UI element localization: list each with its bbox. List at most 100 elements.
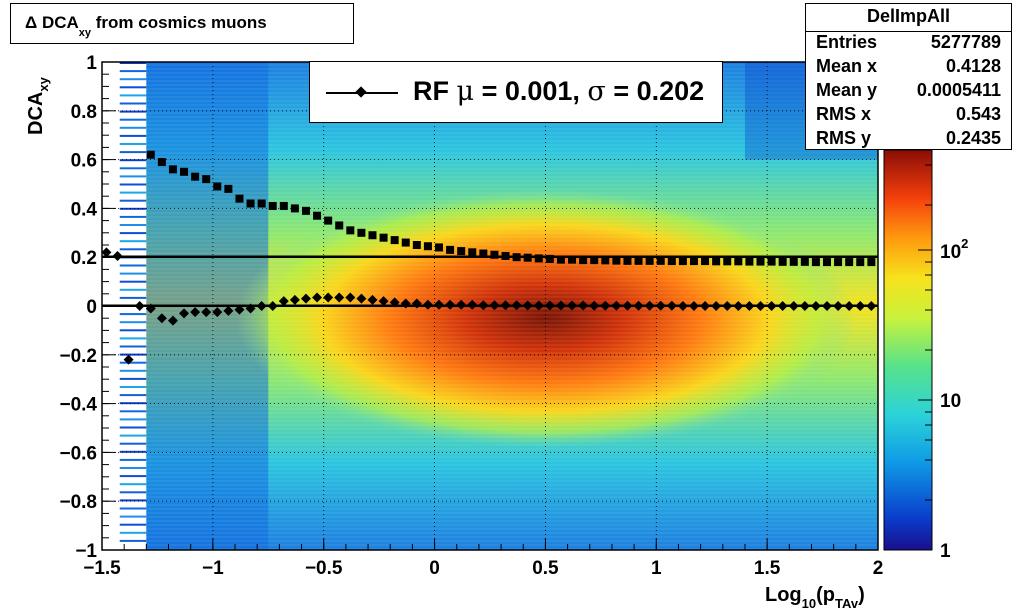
legend-sigma: σ xyxy=(587,76,606,107)
point-square xyxy=(845,258,854,267)
point-diamond xyxy=(777,301,788,311)
point-square xyxy=(678,257,687,266)
heat-cell xyxy=(119,240,147,243)
point-square xyxy=(146,150,155,159)
y-tick-label: 0 xyxy=(86,297,97,318)
title-sub: xy xyxy=(78,27,92,39)
heat-cell xyxy=(119,418,147,421)
point-diamond xyxy=(833,301,844,311)
point-diamond xyxy=(844,301,855,311)
heat-cell xyxy=(119,232,147,235)
point-square xyxy=(191,172,200,181)
point-square xyxy=(224,184,233,193)
point-square xyxy=(612,256,621,265)
point-square xyxy=(568,255,577,264)
heat-cell xyxy=(119,515,147,518)
point-square xyxy=(856,258,865,267)
heat-cell xyxy=(119,361,147,364)
y-ticks: −1 −0.8 −0.6 −0.4 −0.2 0 0.2 0.4 0.6 0.8 1 xyxy=(59,53,116,562)
heat-cell xyxy=(119,191,147,194)
point-diamond xyxy=(156,313,167,324)
point-diamond xyxy=(312,292,323,303)
point-square xyxy=(723,257,732,266)
title-main: Δ DCA xyxy=(25,13,79,32)
point-diamond xyxy=(323,292,334,303)
heat-cell xyxy=(119,175,147,178)
point-square xyxy=(346,226,355,235)
point-diamond xyxy=(267,301,278,311)
point-square xyxy=(811,258,820,267)
stats-row-rms-y: RMS y 0.2435 xyxy=(816,128,1001,152)
stats-label: RMS y xyxy=(816,128,872,148)
point-diamond xyxy=(544,300,555,311)
heat-cell xyxy=(119,442,147,445)
point-diamond xyxy=(334,292,345,303)
point-square xyxy=(590,256,599,265)
point-diamond xyxy=(489,300,500,311)
y-tick-label: −1 xyxy=(75,541,97,562)
point-diamond xyxy=(356,293,367,304)
heat-cell xyxy=(119,248,147,251)
heat-cell xyxy=(119,329,147,332)
y-tick-label: −0.6 xyxy=(59,443,97,464)
stats-row-mean-y: Mean y 0.0005411 xyxy=(816,80,1001,104)
point-diamond xyxy=(101,247,112,258)
chart-title: Δ DCAxy from cosmics muons xyxy=(25,13,267,39)
stats-value: 0.0005411 xyxy=(916,80,1001,100)
point-diamond xyxy=(589,300,600,311)
point-diamond xyxy=(700,301,711,311)
point-diamond xyxy=(367,294,378,305)
y-tick-label: 1 xyxy=(86,53,97,74)
heat-cell xyxy=(119,450,147,453)
point-diamond xyxy=(134,301,145,311)
point-square xyxy=(701,257,710,266)
point-square xyxy=(756,257,765,266)
heat-cell xyxy=(119,224,147,226)
point-square xyxy=(656,256,665,265)
point-diamond xyxy=(411,298,422,309)
x-ticks: −1.5 −1 −0.5 0 0.5 1 1.5 2 xyxy=(83,538,883,579)
point-diamond xyxy=(500,300,511,311)
point-square xyxy=(712,257,721,266)
point-square xyxy=(168,165,177,174)
stats-box: DelImpAll Entries 5277789 Mean x 0.4128 Me… xyxy=(805,3,1012,150)
legend-prefix: RF xyxy=(413,76,457,106)
point-diamond xyxy=(245,303,256,314)
heat-cell xyxy=(119,353,147,356)
legend-text: RF μ = 0.001, σ = 0.202 xyxy=(413,76,704,107)
point-square xyxy=(202,175,211,184)
x-axis-label-mid: (p xyxy=(816,584,835,606)
point-diamond xyxy=(578,300,589,311)
point-square xyxy=(867,258,876,267)
point-diamond xyxy=(799,301,810,311)
point-diamond xyxy=(666,300,677,311)
heat-cell xyxy=(119,151,147,154)
x-tick-label: 0 xyxy=(429,558,440,579)
point-square xyxy=(745,257,754,266)
y-tick-label: 0.2 xyxy=(71,248,97,269)
heat-cell xyxy=(119,386,147,388)
point-diamond xyxy=(445,299,456,310)
stats-label: RMS x xyxy=(816,104,872,124)
heat-cell xyxy=(119,369,147,372)
point-square xyxy=(246,199,255,208)
point-diamond xyxy=(256,301,267,311)
colorbar-exp: 2 xyxy=(961,236,968,251)
point-diamond xyxy=(289,294,300,305)
point-diamond xyxy=(112,250,123,261)
heat-cell xyxy=(119,458,147,461)
heat-cell xyxy=(119,215,147,218)
point-diamond xyxy=(822,301,833,311)
y-tick-label: −0.2 xyxy=(59,346,97,367)
point-square xyxy=(800,257,809,266)
point-diamond xyxy=(633,300,644,311)
point-square xyxy=(523,253,532,262)
stats-name: DelImpAll xyxy=(866,6,950,26)
point-square xyxy=(834,258,843,267)
x-tick-label: −1 xyxy=(202,558,224,579)
point-square xyxy=(180,167,189,176)
x-tick-label: 1.5 xyxy=(754,558,781,579)
y-tick-label: 0.8 xyxy=(71,102,97,123)
x-tick-label: 0.5 xyxy=(532,558,559,579)
point-square xyxy=(534,254,543,263)
